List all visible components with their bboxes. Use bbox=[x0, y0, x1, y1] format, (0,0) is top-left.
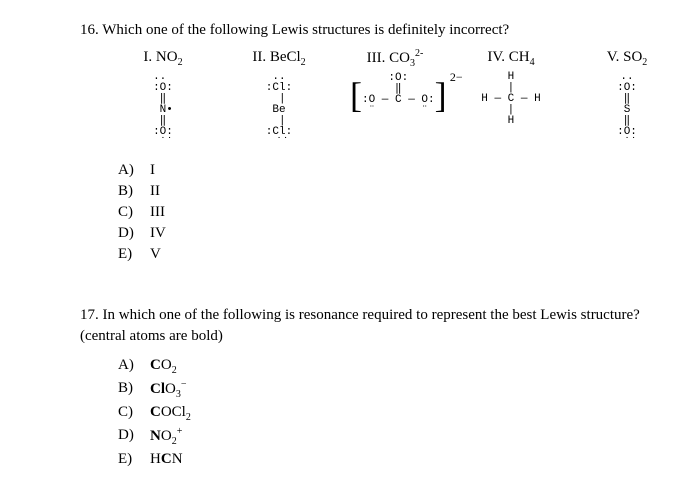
structure-bracket: [ :O: ‖ :O — C — O: ¨ ¨ ]2− bbox=[350, 73, 447, 117]
option-letter: A) bbox=[118, 355, 140, 378]
structure-label: I. NO2 bbox=[118, 47, 208, 70]
q16-options: A) I B) II C) III D) IV E) V bbox=[118, 160, 660, 265]
structure-label: III. CO32- bbox=[350, 47, 440, 71]
option-text: I bbox=[150, 160, 155, 181]
option-row: B) II bbox=[118, 181, 660, 202]
option-letter: C) bbox=[118, 402, 140, 425]
option-letter: B) bbox=[118, 181, 140, 202]
structure-label: V. SO2 bbox=[582, 47, 672, 70]
lewis-structure: .. :Cl: | Be | :Cl: ˙˙ bbox=[266, 72, 292, 149]
lewis-structure: .. :O: ‖ S ‖ :O: ˙˙ bbox=[614, 72, 640, 149]
option-letter: D) bbox=[118, 223, 140, 244]
option-text: IV bbox=[150, 223, 166, 244]
option-row: D) IV bbox=[118, 223, 660, 244]
option-row: A) CO2 bbox=[118, 355, 660, 378]
option-letter: B) bbox=[118, 378, 140, 402]
q16-prompt: 16. Which one of the following Lewis str… bbox=[80, 20, 660, 41]
bracket-right: ] bbox=[435, 77, 447, 113]
option-row: E) HCN bbox=[118, 449, 660, 470]
lewis-structure: :O: ‖ :O — C — O: ¨ ¨ bbox=[362, 73, 435, 117]
option-text: CO2 bbox=[150, 355, 177, 378]
option-row: D) NO2+ bbox=[118, 425, 660, 449]
option-text: V bbox=[150, 244, 161, 265]
option-letter: E) bbox=[118, 449, 140, 470]
structure-col: IV. CH4 H | H — C — H | H bbox=[466, 47, 556, 152]
bracket-left: [ bbox=[350, 77, 362, 113]
q17-text: In which one of the following is resonan… bbox=[80, 307, 640, 344]
q17-prompt: 17. In which one of the following is res… bbox=[80, 305, 660, 347]
lewis-structure: .. :O: ‖ N• ‖ :O: ˙˙ bbox=[153, 72, 173, 149]
option-row: E) V bbox=[118, 244, 660, 265]
question-16: 16. Which one of the following Lewis str… bbox=[80, 20, 660, 265]
lewis-structure: H | H — C — H | H bbox=[481, 72, 540, 127]
option-letter: A) bbox=[118, 160, 140, 181]
question-17: 17. In which one of the following is res… bbox=[80, 305, 660, 470]
option-row: A) I bbox=[118, 160, 660, 181]
q17-number: 17. bbox=[80, 307, 99, 323]
option-text: III bbox=[150, 202, 165, 223]
option-letter: C) bbox=[118, 202, 140, 223]
q16-text: Which one of the following Lewis structu… bbox=[102, 22, 509, 38]
q17-options: A) CO2 B) ClO3− C) COCl2 D) NO2+ E) HCN bbox=[118, 355, 660, 470]
option-text: NO2+ bbox=[150, 425, 182, 449]
option-row: B) ClO3− bbox=[118, 378, 660, 402]
option-row: C) COCl2 bbox=[118, 402, 660, 425]
option-text: II bbox=[150, 181, 160, 202]
structure-col: I. NO2.. :O: ‖ N• ‖ :O: ˙˙ bbox=[118, 47, 208, 152]
structure-col: II. BeCl2 .. :Cl: | Be | :Cl: ˙˙ bbox=[234, 47, 324, 152]
option-row: C) III bbox=[118, 202, 660, 223]
charge-label: 2− bbox=[450, 69, 463, 86]
q16-structures-row: I. NO2.. :O: ‖ N• ‖ :O: ˙˙ II. BeCl2 .. :… bbox=[118, 47, 660, 152]
structure-col: V. SO2 .. :O: ‖ S ‖ :O: ˙˙ bbox=[582, 47, 672, 152]
option-letter: E) bbox=[118, 244, 140, 265]
option-text: ClO3− bbox=[150, 378, 186, 402]
structure-label: IV. CH4 bbox=[466, 47, 556, 70]
option-letter: D) bbox=[118, 425, 140, 449]
option-text: COCl2 bbox=[150, 402, 191, 425]
option-text: HCN bbox=[150, 449, 183, 470]
structure-label: II. BeCl2 bbox=[234, 47, 324, 70]
q16-number: 16. bbox=[80, 22, 99, 38]
structure-col: III. CO32-[ :O: ‖ :O — C — O: ¨ ¨ ]2− bbox=[350, 47, 440, 152]
